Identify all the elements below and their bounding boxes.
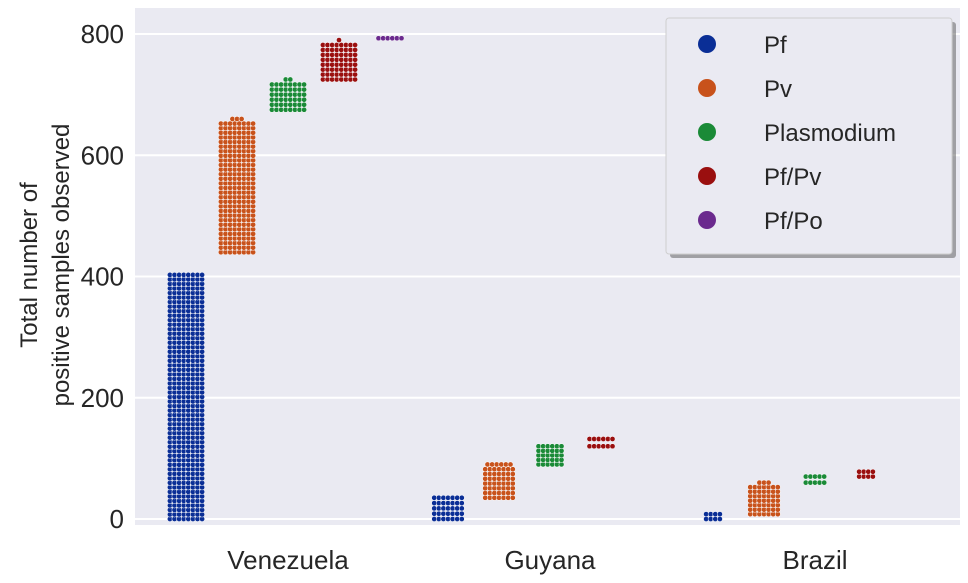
- legend-marker: [698, 123, 716, 141]
- y-axis-label: Total number of positive samples observe…: [16, 124, 75, 407]
- legend-entry: Pf: [764, 32, 787, 59]
- data-point: [352, 66, 358, 73]
- legend-entry: Plasmodium: [764, 120, 896, 147]
- y-tick-labels: 0 200 400 600 800: [81, 19, 124, 534]
- legend-marker: [698, 79, 716, 97]
- y-tick-label: 600: [81, 140, 124, 170]
- y-axis-label-line-2: positive samples observed: [48, 124, 75, 407]
- data-points: [167, 35, 876, 522]
- data-point: [458, 516, 465, 522]
- data-point: [398, 35, 405, 42]
- data-point: [458, 510, 465, 517]
- data-point: [509, 480, 516, 487]
- legend-entry: Pf/Po: [764, 208, 823, 235]
- y-tick-label: 800: [81, 19, 124, 49]
- x-tick-labels: Venezuela Guyana Brazil: [227, 545, 847, 575]
- x-tick-label: Guyana: [504, 545, 596, 575]
- data-point: [336, 37, 342, 43]
- data-point: [352, 42, 358, 48]
- data-point: [609, 436, 616, 442]
- data-point: [301, 86, 307, 93]
- data-point: [509, 494, 516, 501]
- grid-lines: [135, 33, 960, 520]
- data-point: [717, 516, 723, 522]
- legend-marker: [698, 35, 716, 53]
- data-point: [507, 461, 514, 468]
- legend-entry: Pf/Pv: [764, 164, 821, 191]
- legend-marker: [698, 167, 716, 185]
- data-point: [458, 505, 465, 512]
- data-point: [301, 81, 307, 88]
- data-point: [458, 500, 465, 506]
- y-tick-label: 0: [110, 504, 124, 534]
- data-point: [821, 479, 828, 486]
- data-point: [509, 475, 516, 482]
- x-tick-label: Venezuela: [227, 545, 349, 575]
- data-point: [458, 494, 465, 501]
- data-point: [609, 443, 616, 450]
- data-point: [509, 466, 516, 473]
- data-point: [352, 76, 358, 83]
- data-point: [774, 484, 781, 490]
- data-point: [717, 511, 723, 518]
- data-point: [870, 473, 876, 480]
- data-point: [352, 71, 358, 78]
- data-point: [287, 76, 294, 83]
- data-point: [821, 473, 828, 480]
- y-tick-label: 200: [81, 383, 124, 413]
- data-point: [509, 471, 516, 477]
- y-axis-label-line-1: Total number of: [16, 182, 43, 348]
- legend-frame: [665, 17, 953, 255]
- data-point: [352, 47, 358, 53]
- data-point: [558, 443, 565, 450]
- data-point: [301, 96, 307, 103]
- data-point: [238, 116, 245, 122]
- data-point: [765, 479, 772, 486]
- legend: Pf Pv Plasmodium Pf/Pv Pf/Po: [665, 17, 956, 258]
- legend-entry: Pv: [764, 76, 792, 103]
- data-point: [352, 61, 358, 68]
- data-point: [250, 120, 256, 127]
- x-tick-label: Brazil: [782, 545, 847, 575]
- data-point: [301, 106, 307, 113]
- data-point: [870, 468, 876, 475]
- data-point: [301, 91, 307, 98]
- data-point: [352, 56, 358, 63]
- y-tick-label: 400: [81, 262, 124, 292]
- data-point: [509, 490, 516, 496]
- data-point: [199, 272, 205, 278]
- data-point: [301, 101, 307, 108]
- data-point: [352, 51, 358, 58]
- data-point: [509, 485, 516, 492]
- legend-marker: [698, 211, 716, 229]
